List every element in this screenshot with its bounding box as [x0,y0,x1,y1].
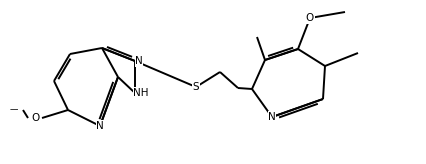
Text: N: N [135,56,143,66]
Text: O: O [31,113,39,123]
Text: NH: NH [133,88,149,98]
Text: —: — [10,105,18,114]
Text: S: S [193,82,199,92]
Text: N: N [268,112,276,122]
Text: N: N [96,121,104,131]
Text: O: O [306,13,314,23]
